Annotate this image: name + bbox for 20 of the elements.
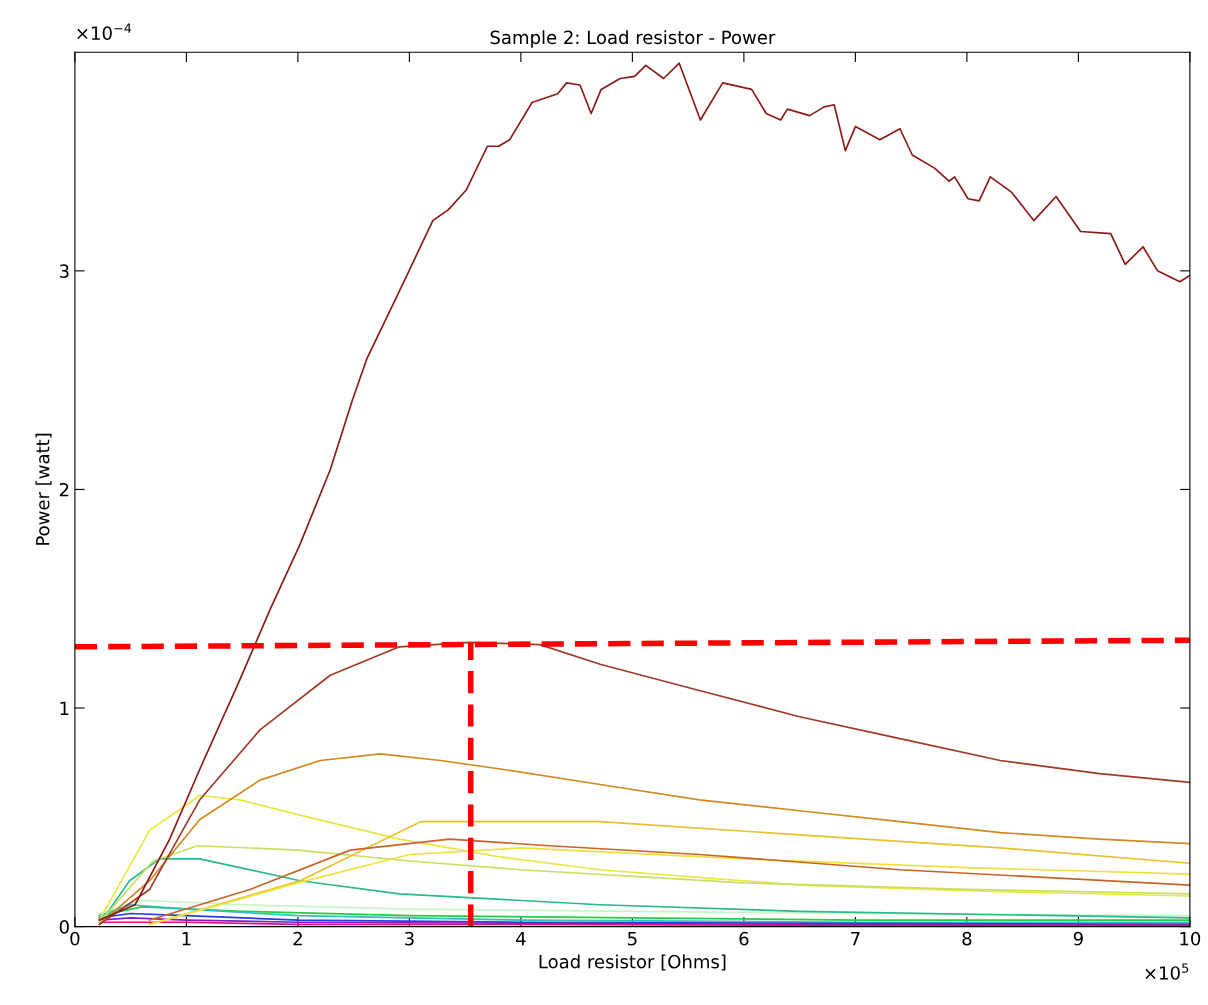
x-tick-label: 9 [1073, 931, 1083, 946]
y-axis-title: Power [watt] [35, 433, 52, 545]
y-tick-label: 1 [60, 701, 69, 715]
x-axis-title: Load resistor [Ohms] [539, 954, 726, 971]
y-tick-label: 3 [59, 264, 69, 278]
text: ×10$^{−4}$ [77, 23, 132, 40]
x-tick-label: 1 [182, 932, 191, 946]
x-tick-label: 6 [739, 931, 749, 946]
x-tick-label: 7 [851, 932, 860, 946]
chart-title: Sample 2: Load resistor - Power [490, 30, 776, 48]
y-tick-label: 2 [59, 482, 69, 497]
x-tick-label: 8 [962, 931, 972, 946]
x-tick-label: 2 [293, 931, 302, 946]
x-tick-label: 3 [405, 931, 414, 946]
x-tick-label: 5 [628, 932, 637, 946]
x-tick-label: 4 [516, 932, 526, 946]
text: ×10$^{5}$ [1145, 963, 1189, 980]
y-tick-label: 0 [59, 920, 69, 934]
x-tick-label: 10 [1180, 931, 1201, 946]
x-tick-label: 0 [70, 931, 80, 946]
